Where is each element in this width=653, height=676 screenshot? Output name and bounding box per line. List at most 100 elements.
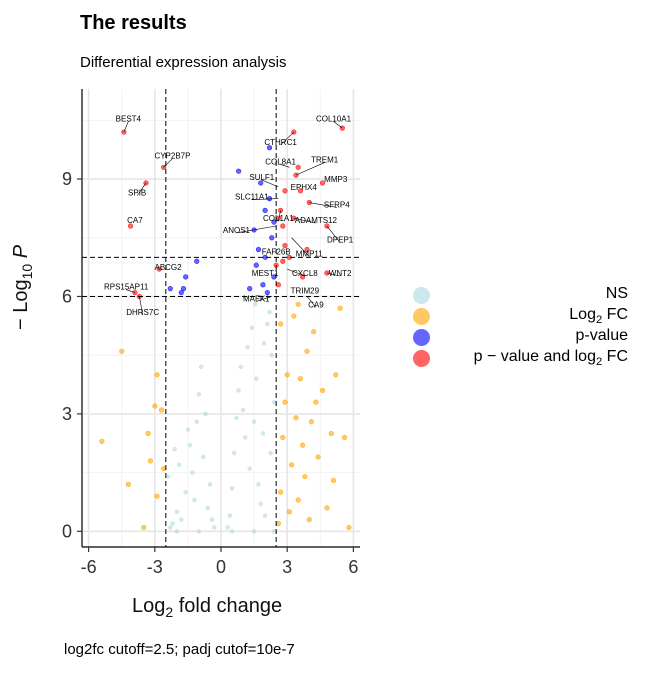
gene-label: SFRP4 (324, 200, 350, 209)
data-point (227, 513, 233, 518)
data-point (300, 442, 306, 448)
legend-item-ns: NS (406, 284, 628, 305)
data-point (242, 435, 248, 440)
gene-label: RPS15AP11 (104, 283, 149, 292)
data-point (205, 505, 211, 511)
label-connector (261, 179, 279, 188)
data-point (198, 364, 204, 370)
label-connector (333, 121, 343, 129)
gene-label: CA9 (308, 300, 324, 309)
data-point (229, 529, 235, 534)
data-point (260, 431, 266, 436)
data-point (271, 219, 277, 225)
gene-label: COL8A1 (265, 157, 296, 166)
gene-label: SPIB (128, 189, 146, 198)
data-point (176, 462, 182, 468)
label-connector (251, 198, 279, 200)
y-tick-label: 3 (62, 404, 72, 424)
gene-label: SLC11A1 (235, 193, 269, 202)
chart-subtitle: Differential expression analysis (80, 54, 287, 71)
data-point (337, 305, 343, 311)
data-point (262, 207, 268, 213)
data-point (291, 313, 297, 319)
data-point (256, 482, 261, 487)
gene-label: MMP11 (296, 249, 324, 258)
data-point (297, 376, 304, 382)
gene-label: CXCL8 (292, 269, 318, 278)
data-point (127, 223, 134, 229)
label-connector (136, 182, 147, 196)
chart-caption: log2fc cutoff=2.5; padj cutof=10e-7 (64, 641, 295, 658)
data-point (275, 520, 281, 527)
data-point (174, 529, 180, 534)
data-point (269, 235, 275, 241)
data-point (304, 246, 310, 253)
data-point (201, 454, 206, 460)
data-point (346, 524, 352, 531)
data-point (172, 446, 177, 452)
data-point (183, 489, 188, 495)
data-point (249, 325, 255, 331)
gene-label: MMP3 (324, 175, 348, 184)
legend-label-log2fc: Log2 FC (569, 306, 628, 327)
x-axis-label: Log2 fold change (132, 595, 283, 620)
data-point (165, 474, 171, 479)
data-point (286, 509, 292, 515)
data-point (121, 129, 127, 135)
gene-label: MEST1 (252, 269, 279, 278)
data-point (167, 286, 173, 292)
data-point (236, 388, 241, 393)
data-point (333, 372, 339, 378)
label-connector (256, 296, 272, 302)
gene-label: EPHX4 (291, 183, 318, 192)
x-tick-label: 6 (348, 557, 358, 577)
label-connector (280, 164, 290, 168)
label-connector (123, 121, 129, 133)
data-point (240, 407, 246, 413)
data-point (147, 458, 153, 464)
y-tick-label: 9 (62, 169, 72, 189)
data-point (178, 289, 184, 296)
data-point (264, 289, 270, 296)
data-point (152, 403, 158, 409)
data-point (341, 434, 348, 440)
gene-label: CYP2B7P (154, 152, 190, 161)
data-point (225, 525, 230, 530)
data-point (277, 489, 284, 495)
label-connector (293, 217, 316, 224)
data-point (183, 274, 189, 280)
data-point (167, 525, 173, 530)
data-point (315, 454, 321, 460)
label-connector (309, 202, 337, 208)
data-point (280, 258, 286, 264)
data-point (234, 415, 239, 421)
data-point (258, 501, 264, 507)
data-point (277, 207, 284, 213)
data-point (141, 524, 147, 531)
legend-label-both: p − value and log2 FC (473, 348, 628, 369)
data-point (284, 372, 290, 378)
gene-label: TRIM29 (291, 287, 320, 296)
data-point (295, 301, 301, 307)
gene-label: MAFK1 (243, 294, 270, 303)
data-point (271, 529, 277, 534)
data-point (282, 242, 288, 249)
gene-label: FAF26B (262, 247, 291, 256)
data-point (207, 482, 213, 487)
data-point (324, 505, 330, 511)
data-point (319, 180, 326, 186)
data-point (229, 485, 235, 491)
data-point (289, 462, 295, 468)
label-connector (306, 296, 317, 308)
legend-key-pvalue (413, 329, 430, 346)
data-point (255, 246, 262, 253)
label-connector (236, 225, 277, 234)
data-point (302, 473, 308, 480)
data-point (194, 258, 200, 264)
data-point (269, 352, 275, 358)
x-tick-label: 0 (216, 557, 226, 577)
label-connector (163, 158, 173, 168)
data-point (119, 348, 125, 354)
data-point (99, 438, 105, 444)
